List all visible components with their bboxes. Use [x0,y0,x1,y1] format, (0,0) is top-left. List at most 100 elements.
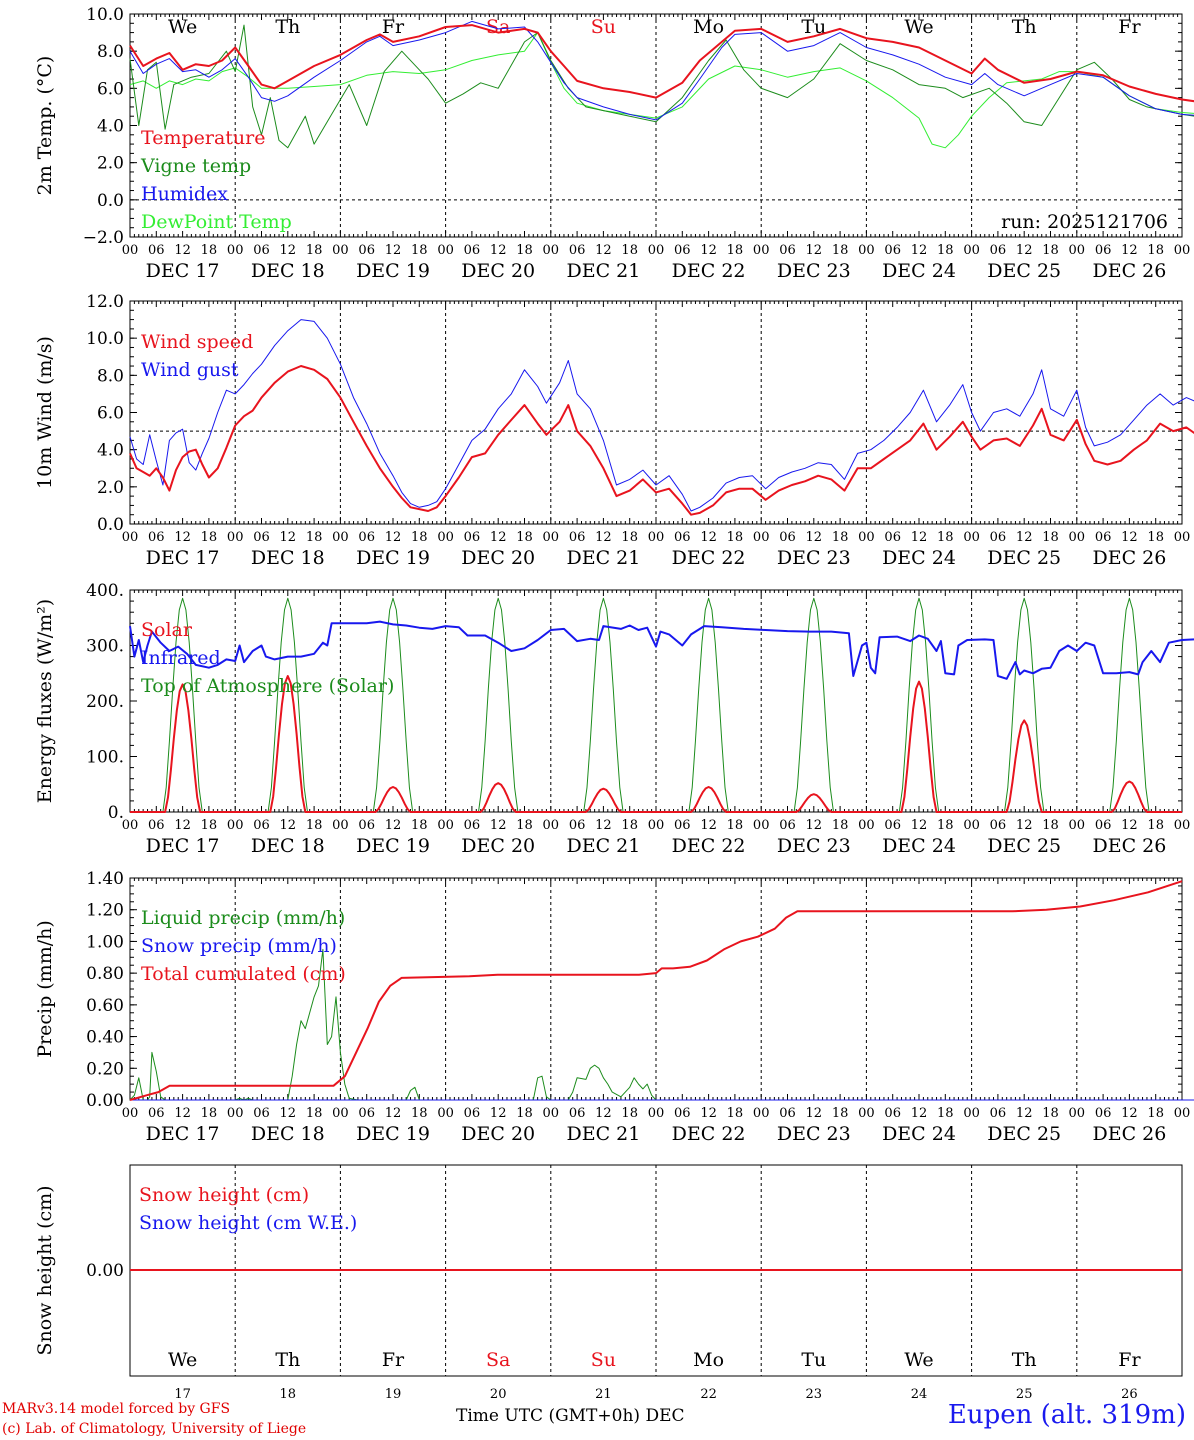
date-label: DEC 19 [356,835,430,857]
legend-entry: Temperature [141,127,265,149]
hour-tick-label: 12 [385,530,402,545]
hour-tick-label: 06 [884,530,901,545]
hour-tick-label: 00 [543,243,560,258]
run-label: run: 2025121706 [1001,211,1168,233]
date-label: DEC 25 [987,260,1061,282]
y-tick-label: 4.0 [97,441,124,461]
lab-credit: (c) Lab. of Climatology, University of L… [2,1421,307,1437]
energy-flux-panel: 00 06 12 18 00 06 12 18 00 06 12 18 00 06 12 18 00 06 12 18… [34,581,1194,857]
legend-entry: Snow height (cm) [139,1184,309,1206]
hour-tick-label: 18 [1147,243,1164,258]
date-label: DEC 18 [251,547,325,569]
y-axis-label: Snow height (cm) [34,1185,56,1355]
date-label: DEC 18 [251,260,325,282]
hour-tick-label: 18 [621,243,638,258]
hour-tick-label: 06 [358,1106,375,1121]
date-label: DEC 26 [1092,1123,1166,1145]
hour-tick-label: 00 [963,243,980,258]
legend-entry: Vigne temp [140,155,251,177]
hour-tick-label: 12 [174,818,191,833]
hour-tick-label: 12 [385,243,402,258]
hour-tick-label: 18 [411,818,428,833]
hour-tick-label: 06 [464,818,481,833]
solar-line [130,675,1182,813]
weekday-label: Fr [1118,16,1141,38]
hour-tick-label: 12 [806,243,823,258]
weekday-label: Th [1012,1349,1037,1371]
day-number-label: 21 [595,1387,612,1402]
y-tick-label: 12.0 [86,292,124,312]
day-number-label: 24 [911,1387,928,1402]
hour-tick-label: 12 [490,1106,507,1121]
hour-tick-label: 06 [1095,1106,1112,1121]
y-tick-label: 6.0 [97,404,124,424]
hour-tick-label: 12 [385,1106,402,1121]
wind-gust-line [129,319,1194,512]
weekday-label: Tu [801,16,826,38]
hour-tick-label: 00 [858,818,875,833]
precip-panel: 00 06 12 18 00 06 12 18 00 06 12 18 00 06 12 18 00 06 12 18… [34,869,1194,1145]
hour-tick-label: 06 [148,818,165,833]
y-tick-label: 2.0 [97,154,124,174]
date-label: DEC 23 [777,1123,851,1145]
hour-tick-label: 12 [1016,1106,1033,1121]
hour-tick-label: 06 [990,818,1007,833]
hour-tick-label: 00 [437,818,454,833]
date-label: DEC 24 [882,547,956,569]
legend-entry: Snow precip (mm/h) [141,935,337,957]
y-tick-label: 8.0 [97,42,124,62]
y-tick-label: 100. [86,748,124,768]
weekday-label: Th [275,16,300,38]
weekday-label: Sa [486,1349,510,1371]
hour-tick-label: 06 [884,243,901,258]
hour-tick-label: 18 [516,530,533,545]
hour-tick-label: 00 [543,818,560,833]
wind-speed-line [129,365,1194,516]
hour-tick-label: 12 [911,818,928,833]
hour-tick-label: 18 [1147,530,1164,545]
hour-tick-label: 00 [753,1106,770,1121]
hour-tick-label: 18 [1042,1106,1059,1121]
y-tick-label: 0.0 [97,191,124,211]
hour-tick-label: 18 [832,243,849,258]
hour-tick-label: 06 [884,1106,901,1121]
hour-tick-label: 18 [832,818,849,833]
temperature-panel: 00 06 12 18 00 06 12 18 00 06 12 18 00 06 12 18 00 06 12 18… [34,5,1194,282]
hour-tick-label: 06 [674,243,691,258]
hour-tick-label: 00 [122,530,139,545]
hour-tick-label: 00 [858,1106,875,1121]
weekday-label: Th [275,1349,300,1371]
hour-tick-label: 12 [1016,818,1033,833]
hour-tick-label: 06 [569,530,586,545]
weekday-label: We [168,16,197,38]
hour-tick-label: 12 [595,818,612,833]
infrared-line [129,620,1194,680]
hour-tick-label: 06 [1095,818,1112,833]
hour-tick-label: 06 [1095,243,1112,258]
weekday-label: Mo [693,1349,724,1371]
weekday-label: Tu [801,1349,826,1371]
hour-tick-label: 18 [516,243,533,258]
hour-tick-label: 00 [858,243,875,258]
hour-tick-label: 00 [332,1106,349,1121]
legend-entry: Top of Atmosphere (Solar) [141,675,394,697]
y-tick-label: 0.80 [86,964,124,984]
humidex-line [129,20,1194,121]
hour-tick-label: 12 [385,818,402,833]
hour-tick-label: 12 [174,1106,191,1121]
legend-entry: Liquid precip (mm/h) [141,907,345,929]
hour-tick-label: 00 [1174,818,1191,833]
date-label: DEC 22 [672,260,746,282]
hour-tick-label: 06 [569,818,586,833]
date-label: DEC 20 [461,547,535,569]
hour-tick-label: 18 [832,530,849,545]
hour-tick-label: 06 [464,243,481,258]
hour-tick-label: 06 [464,1106,481,1121]
hour-tick-label: 06 [779,1106,796,1121]
y-tick-label: 0.60 [86,996,124,1016]
hour-tick-label: 00 [227,1106,244,1121]
weekday-label: We [168,1349,197,1371]
hour-tick-label: 00 [227,243,244,258]
y-tick-label: 10.0 [86,329,124,349]
hour-tick-label: 00 [753,818,770,833]
